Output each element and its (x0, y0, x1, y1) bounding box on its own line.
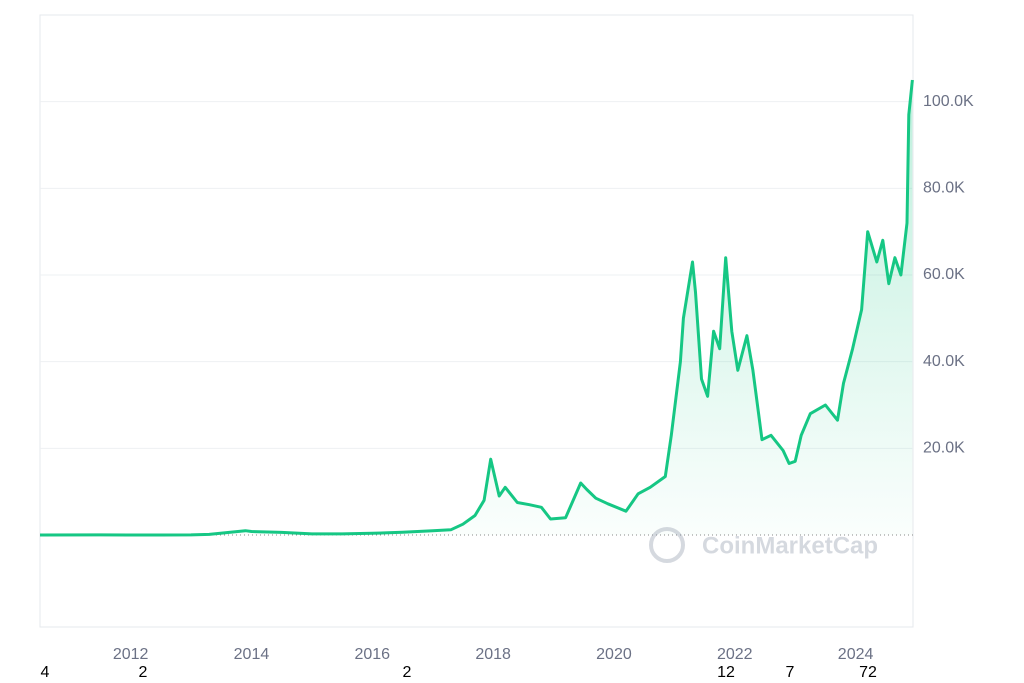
footer-label: 12 (717, 664, 735, 681)
price-area (40, 80, 913, 535)
x-tick-label: 2022 (717, 646, 753, 663)
price-line (39, 79, 914, 537)
footer-label: 2 (403, 664, 412, 681)
y-tick-label: 40.0K (923, 353, 965, 370)
x-tick-label: 2012 (113, 646, 149, 663)
watermark: CoinMarketCap (649, 527, 878, 563)
footer-label: 7 (786, 664, 795, 681)
x-tick-label: 2024 (838, 646, 874, 663)
y-tick-label: 100.0K (923, 93, 974, 110)
footer-label: 4 (41, 664, 50, 681)
y-tick-label: 60.0K (923, 266, 965, 283)
x-tick-label: 2014 (234, 646, 270, 663)
x-tick-label: 2020 (596, 646, 632, 663)
footer-label: 72 (859, 664, 877, 681)
y-tick-label: 80.0K (923, 180, 965, 197)
footer-label: 2 (139, 664, 148, 681)
plot-frame (39, 14, 914, 628)
x-tick-label: 2018 (475, 646, 511, 663)
x-tick-label: 2016 (354, 646, 390, 663)
watermark-text: CoinMarketCap (702, 532, 878, 559)
y-tick-label: 20.0K (923, 440, 965, 457)
